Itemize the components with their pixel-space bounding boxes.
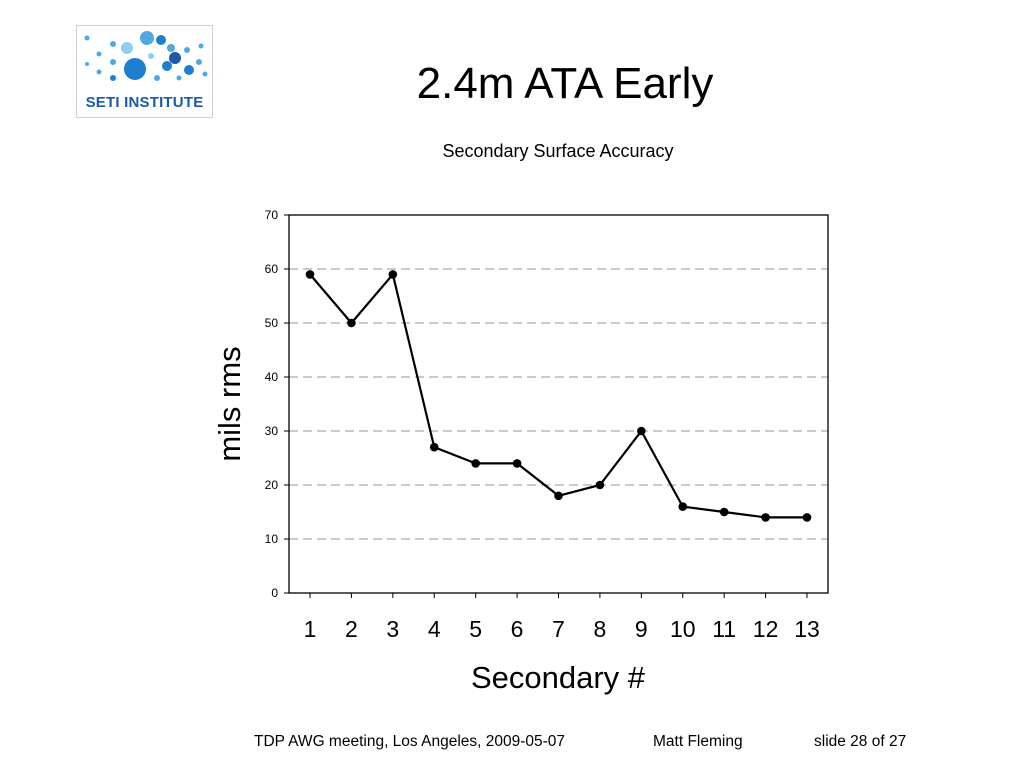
x-tick-label: 3 xyxy=(386,616,399,642)
data-point xyxy=(429,442,439,452)
logo-dots-icon xyxy=(84,31,208,81)
x-tick-label: 5 xyxy=(469,616,482,642)
x-tick-label: 7 xyxy=(552,616,565,642)
data-point xyxy=(388,270,398,279)
y-tick-label: 0 xyxy=(271,586,278,600)
x-tick-label: 1 xyxy=(304,616,317,642)
x-tick-label: 9 xyxy=(635,616,648,642)
data-point xyxy=(305,270,315,279)
x-tick-label: 11 xyxy=(712,616,736,642)
y-tick-label: 40 xyxy=(265,370,279,384)
x-tick-label: 4 xyxy=(428,616,441,642)
plot-area-frame xyxy=(288,214,829,594)
y-tick-label: 70 xyxy=(265,208,279,222)
data-point xyxy=(595,480,605,490)
y-tick-label: 20 xyxy=(265,478,279,492)
x-tick-label: 12 xyxy=(753,616,779,642)
x-tick-label: 2 xyxy=(345,616,358,642)
data-point xyxy=(761,513,770,522)
y-tick-label: 50 xyxy=(265,316,279,330)
series-line xyxy=(309,272,807,519)
seti-institute-logo: SETI INSTITUTE xyxy=(76,25,213,118)
x-axis-label: Secondary # xyxy=(471,660,646,695)
data-point xyxy=(512,459,522,468)
y-tick-label: 10 xyxy=(265,532,279,546)
y-axis-label: mils rms xyxy=(212,346,247,461)
data-point xyxy=(678,502,688,511)
data-point xyxy=(637,426,646,436)
footer-author: Matt Fleming xyxy=(653,733,743,750)
x-tick-label: 10 xyxy=(670,616,696,642)
grid-lines xyxy=(289,268,828,540)
y-axis: 0 10 20 30 40 50 60 70 xyxy=(265,208,289,600)
footer-meeting: TDP AWG meeting, Los Angeles, 2009-05-07 xyxy=(254,733,566,750)
chart-title: Secondary Surface Accuracy xyxy=(442,141,673,161)
data-point xyxy=(719,507,729,517)
x-tick-label: 13 xyxy=(794,616,820,642)
data-point xyxy=(347,318,356,328)
slide-title: 2.4m ATA Early xyxy=(416,59,714,108)
data-point xyxy=(554,491,563,501)
x-tick-label: 6 xyxy=(511,616,524,642)
footer-slide-number: slide 28 of 27 xyxy=(814,733,907,750)
data-points xyxy=(305,270,812,522)
y-tick-label: 60 xyxy=(265,262,279,276)
logo-text: SETI INSTITUTE xyxy=(85,94,204,111)
data-point xyxy=(471,459,480,468)
x-tick-label: 8 xyxy=(594,616,607,642)
data-point xyxy=(802,513,812,522)
x-axis: 1 2 3 4 5 6 7 8 9 10 11 12 13 xyxy=(304,593,820,642)
y-tick-label: 30 xyxy=(265,424,279,438)
